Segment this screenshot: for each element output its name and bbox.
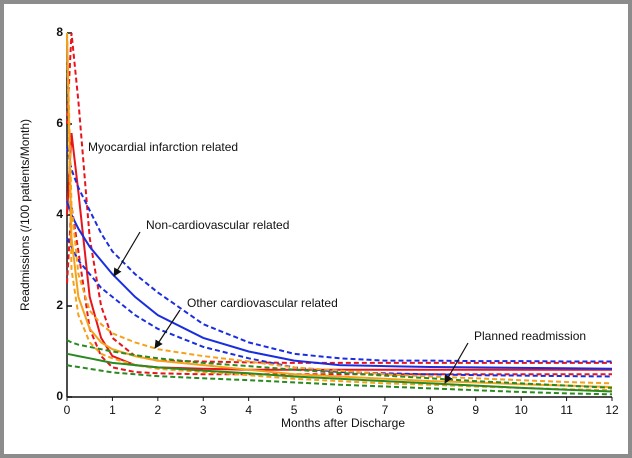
chart: Months after Discharge Readmissions (/10…	[18, 25, 619, 430]
x-tick-label: 7	[382, 403, 389, 417]
y-tick-label: 8	[56, 25, 63, 39]
upper-bound-line	[66, 32, 612, 364]
curve-annotation: Myocardial infarction related	[88, 140, 238, 154]
x-tick-label: 3	[200, 403, 207, 417]
y-tick-label: 2	[56, 298, 63, 312]
y-tick-label: 4	[56, 207, 63, 221]
x-tick-label: 6	[336, 403, 343, 417]
upper-bound-line	[66, 32, 613, 385]
x-tick-label: 2	[154, 403, 161, 417]
x-tick-label: 8	[427, 403, 434, 417]
upper-bound-line	[66, 339, 613, 389]
lower-bound-line	[66, 237, 613, 378]
x-tick-label: 9	[472, 403, 479, 417]
annotation-arrow	[154, 309, 181, 349]
upper-bound-line	[66, 146, 612, 363]
series-line	[66, 32, 613, 388]
series-line	[66, 132, 612, 371]
curve-annotation: Planned readmission	[474, 329, 586, 343]
x-tick-label: 0	[64, 403, 71, 417]
curve-annotation: Non-cardiovascular related	[146, 218, 289, 232]
x-tick-label: 5	[291, 403, 298, 417]
lower-bound-line	[66, 205, 612, 376]
series-line	[66, 200, 613, 370]
lower-bound-line	[66, 364, 613, 396]
x-axis-label: Months after Discharge	[281, 416, 405, 430]
x-tick-label: 10	[514, 403, 528, 417]
x-tick-label: 1	[109, 403, 116, 417]
x-tick-label: 12	[605, 403, 619, 417]
annotation-arrow	[113, 231, 141, 277]
y-tick-label: 0	[56, 389, 63, 403]
x-tick-label: 4	[245, 403, 252, 417]
annotation-arrow	[444, 342, 469, 384]
y-axis-label: Readmissions (/100 patients/Month)	[18, 119, 32, 311]
series-line	[66, 352, 613, 393]
x-tick-label: 11	[560, 403, 573, 417]
curve-annotation: Other cardiovascular related	[187, 296, 338, 310]
y-tick-label: 6	[56, 116, 63, 130]
